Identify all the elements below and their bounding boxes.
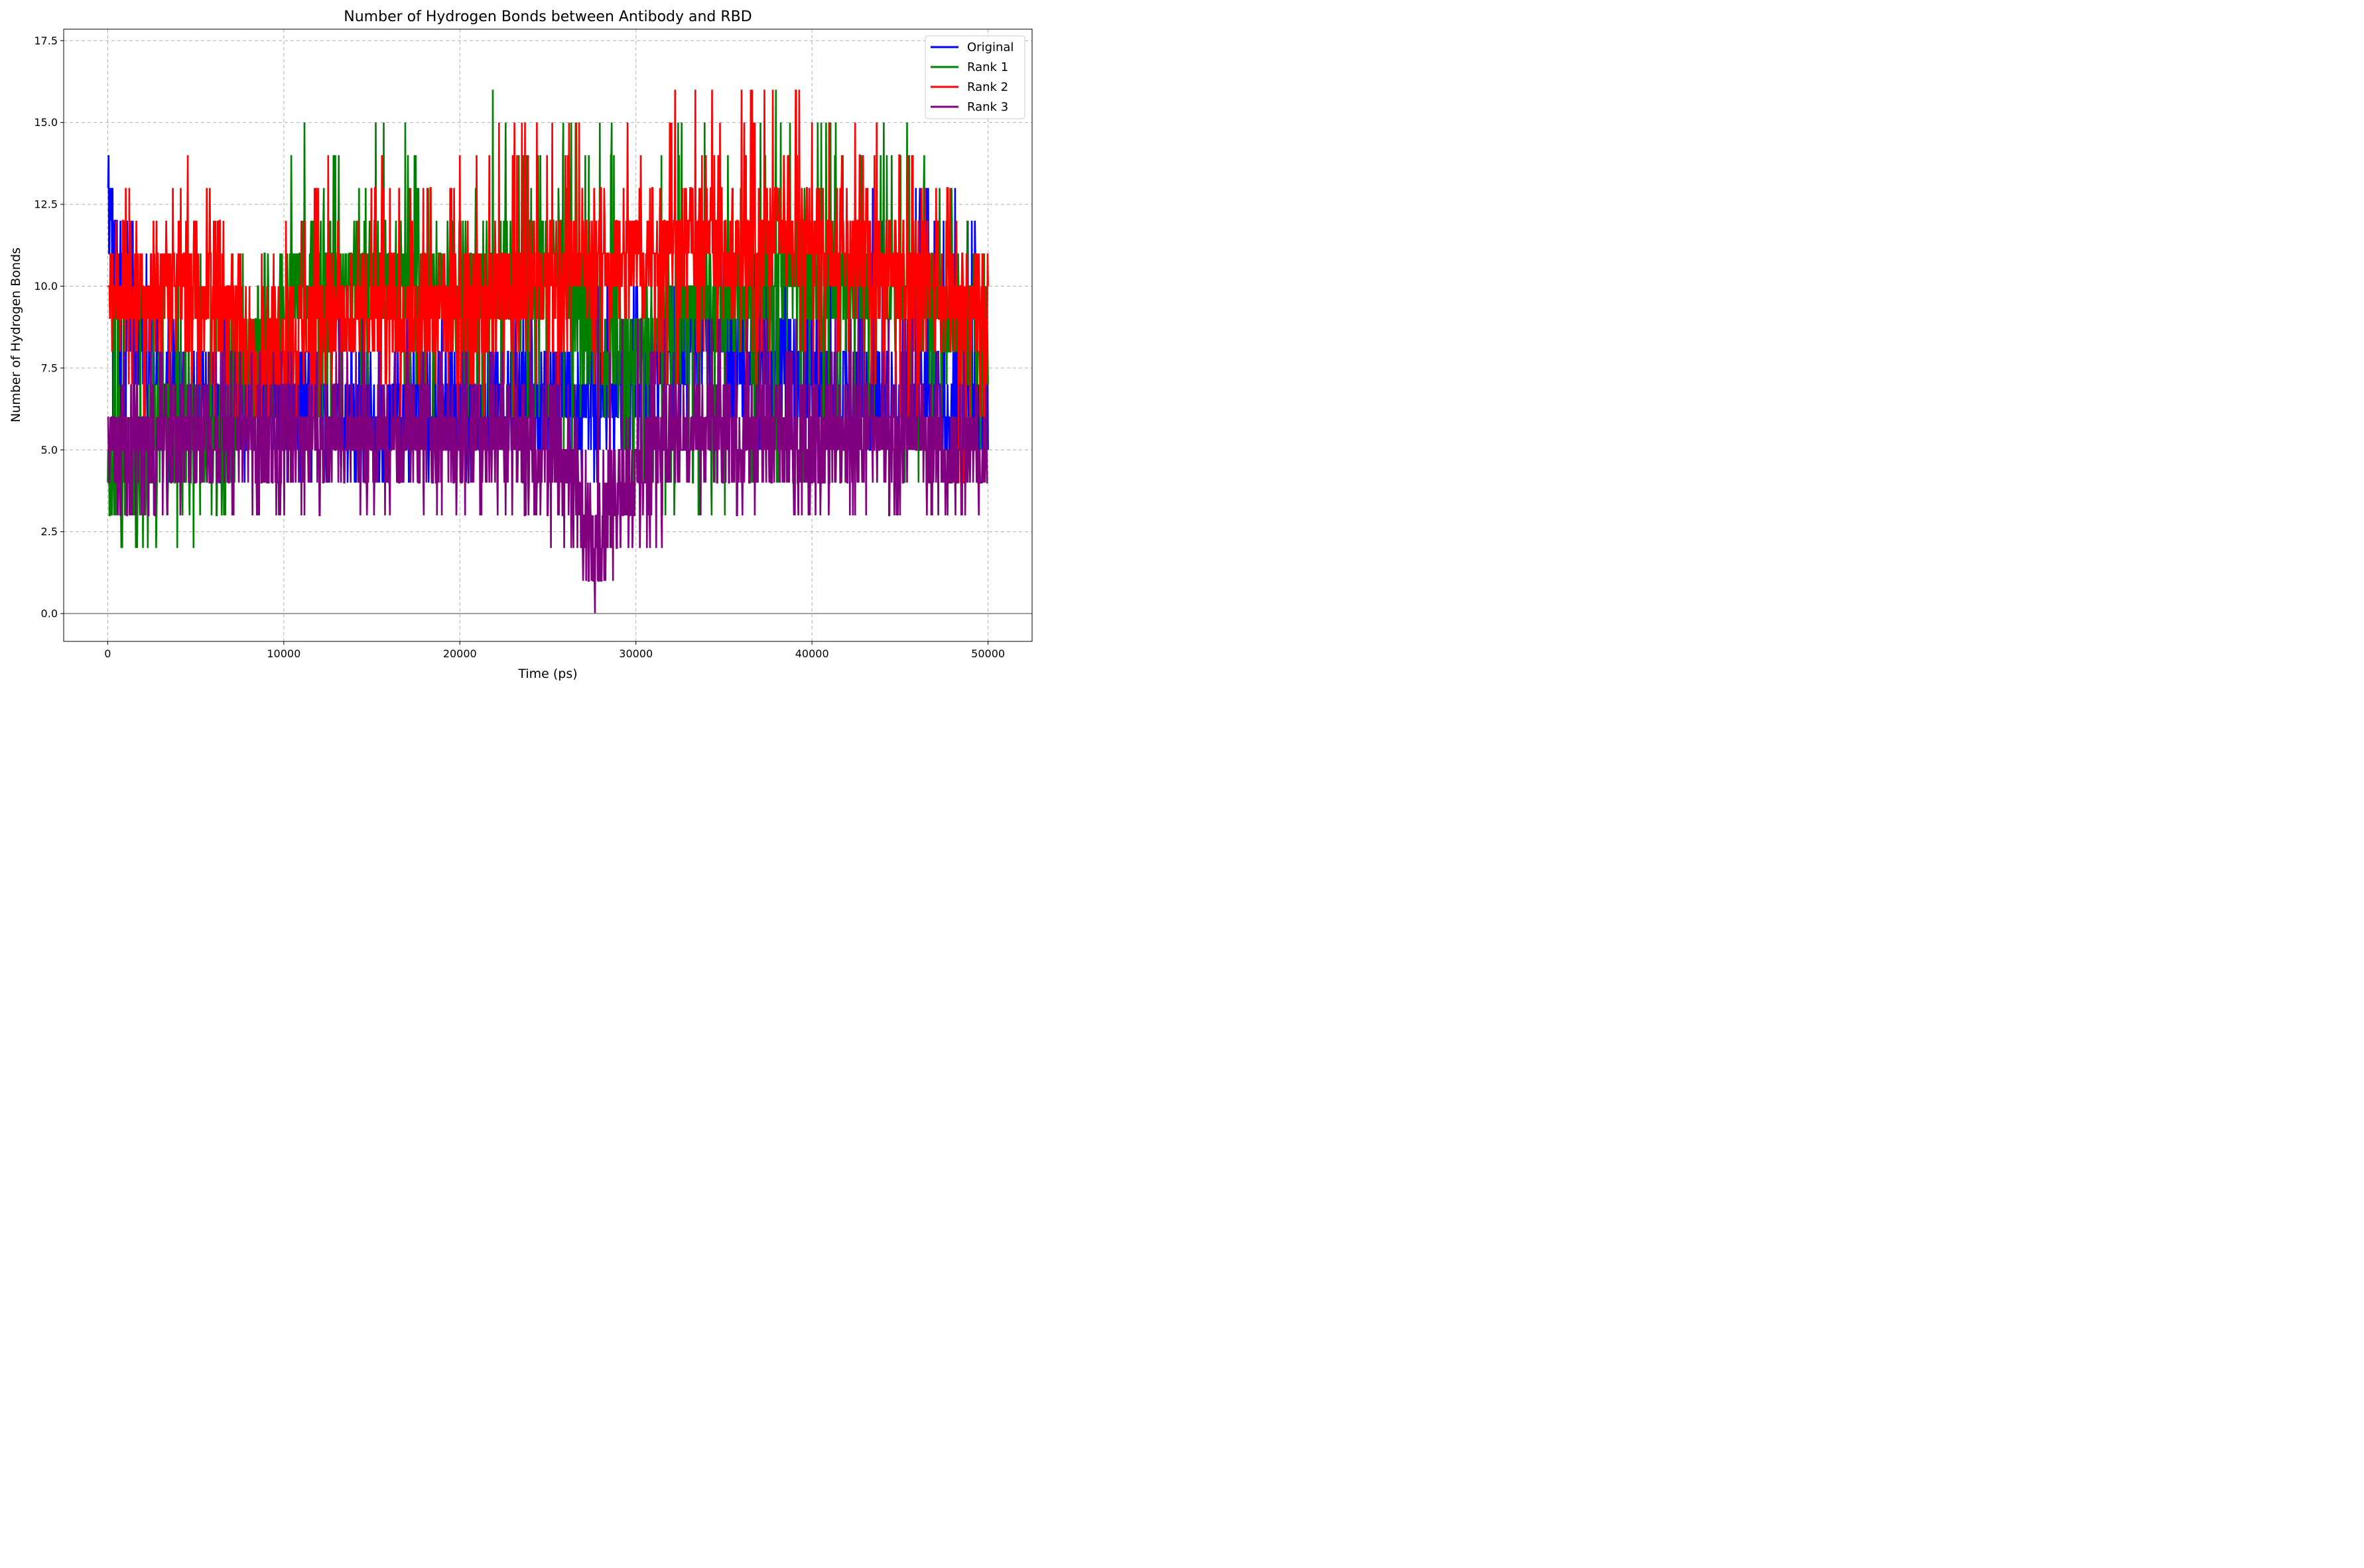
y-tick-label: 15.0 [34,116,58,129]
x-tick-label: 10000 [267,647,300,660]
x-tick-label: 40000 [795,647,829,660]
x-tick-label: 20000 [443,647,477,660]
y-tick-label: 12.5 [34,198,58,211]
y-axis-label: Number of Hydrogen Bonds [9,247,23,423]
y-tick-label: 17.5 [34,34,58,47]
y-tick-label: 7.5 [41,361,58,374]
legend-items: Original Rank 1 Rank 2 Rank 3 [931,40,1014,114]
legend-label: Rank 3 [967,100,1008,114]
chart: 0 10000 20000 30000 40000 50000 0.0 2.5 5.0 7.5 1… [0,0,1040,690]
y-tick-label: 0.0 [41,608,58,620]
x-tick-label: 50000 [971,647,1005,660]
series-line-rank-3 [107,286,988,614]
y-tick-label: 5.0 [41,444,58,456]
legend-box [925,35,1025,119]
x-axis-label: Time (ps) [517,667,577,681]
plot-lines [107,90,989,614]
legend-label: Original [967,40,1014,54]
legend-label: Rank 2 [967,80,1008,94]
y-tick-label: 2.5 [41,525,58,538]
x-tick-label: 0 [104,647,111,660]
chart-title: Number of Hydrogen Bonds between Antibod… [344,9,752,25]
x-tick-label: 30000 [619,647,653,660]
y-axis-ticks: 0.0 2.5 5.0 7.5 10.0 12.5 15.0 17.5 [34,34,64,620]
x-axis-ticks: 0 10000 20000 30000 40000 50000 [104,641,1005,660]
legend-label: Rank 1 [967,60,1008,74]
y-tick-label: 10.0 [34,280,58,293]
plot-frame [63,29,1033,642]
legend: Original Rank 1 Rank 2 Rank 3 [925,35,1025,119]
